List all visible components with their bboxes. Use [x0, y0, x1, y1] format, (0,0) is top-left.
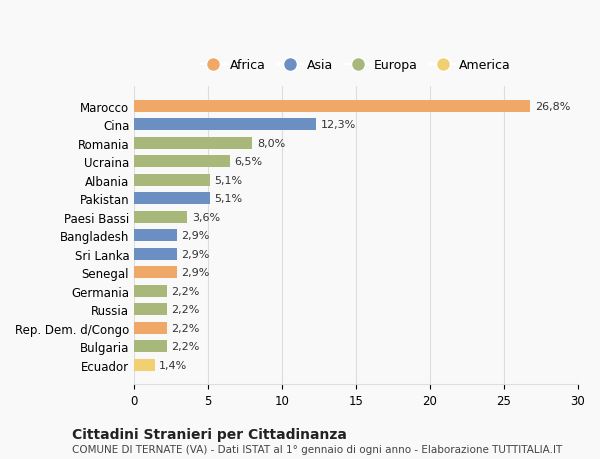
Bar	[134, 248, 177, 260]
Text: 5,1%: 5,1%	[214, 194, 242, 204]
Text: 1,4%: 1,4%	[159, 360, 187, 370]
Text: 2,2%: 2,2%	[171, 341, 199, 352]
Text: 3,6%: 3,6%	[192, 212, 220, 222]
Bar	[134, 267, 177, 279]
Bar	[134, 359, 155, 371]
Text: 2,9%: 2,9%	[181, 268, 210, 278]
Bar	[134, 230, 177, 242]
Bar	[134, 193, 209, 205]
Text: 2,9%: 2,9%	[181, 231, 210, 241]
Text: 6,5%: 6,5%	[235, 157, 263, 167]
Bar	[134, 137, 253, 149]
Bar	[134, 174, 209, 186]
Text: 12,3%: 12,3%	[320, 120, 356, 130]
Bar	[134, 156, 230, 168]
Bar	[134, 322, 167, 334]
Text: COMUNE DI TERNATE (VA) - Dati ISTAT al 1° gennaio di ogni anno - Elaborazione TU: COMUNE DI TERNATE (VA) - Dati ISTAT al 1…	[72, 444, 562, 454]
Legend: Africa, Asia, Europa, America: Africa, Asia, Europa, America	[196, 54, 516, 77]
Text: 2,2%: 2,2%	[171, 323, 199, 333]
Bar	[134, 285, 167, 297]
Bar	[134, 101, 530, 112]
Text: 2,2%: 2,2%	[171, 305, 199, 314]
Text: 2,9%: 2,9%	[181, 249, 210, 259]
Text: 8,0%: 8,0%	[257, 138, 285, 148]
Text: 5,1%: 5,1%	[214, 175, 242, 185]
Text: 2,2%: 2,2%	[171, 286, 199, 296]
Bar	[134, 119, 316, 131]
Bar	[134, 304, 167, 316]
Bar	[134, 341, 167, 353]
Bar	[134, 211, 187, 223]
Text: Cittadini Stranieri per Cittadinanza: Cittadini Stranieri per Cittadinanza	[72, 427, 347, 442]
Text: 26,8%: 26,8%	[535, 101, 570, 112]
